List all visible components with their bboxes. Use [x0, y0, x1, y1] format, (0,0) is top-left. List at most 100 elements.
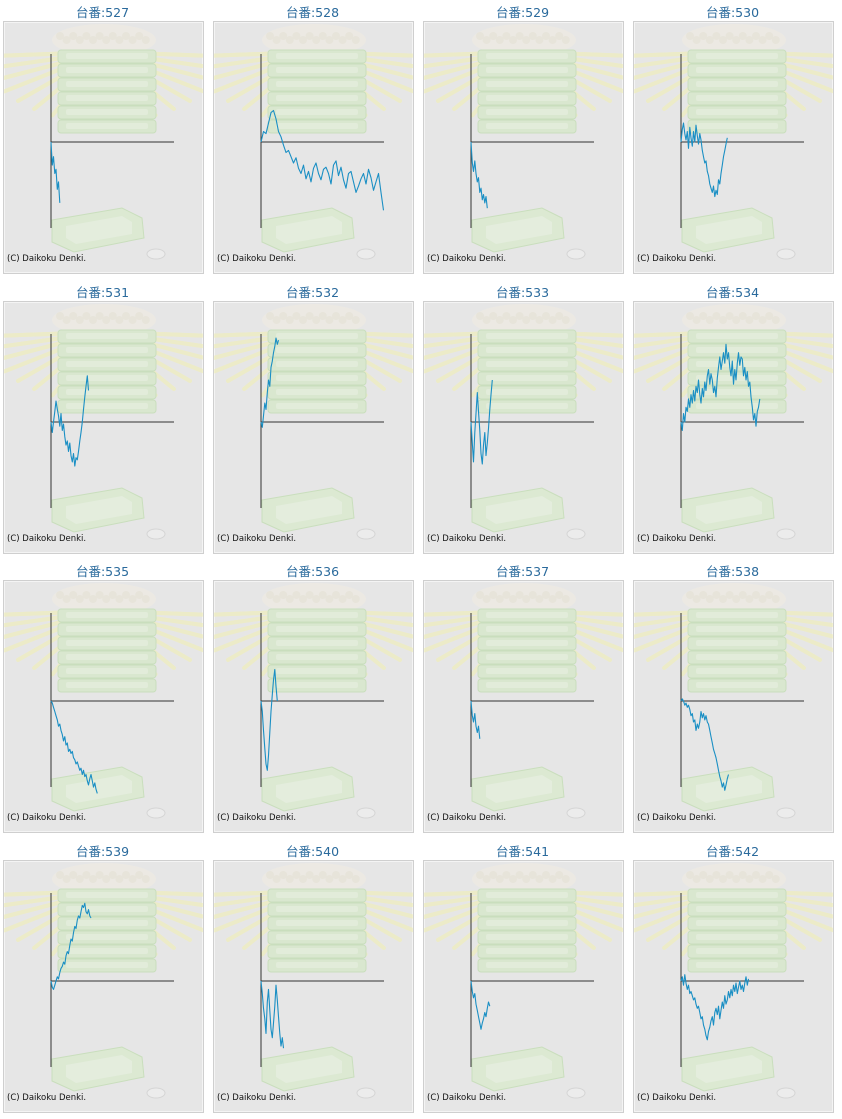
slump-graph — [680, 334, 804, 508]
chart-title[interactable]: 台番:530 — [705, 5, 760, 20]
chart-panel: (C) Daikoku Denki. — [213, 580, 414, 833]
slump-graph — [470, 893, 594, 1067]
background-illustration — [634, 583, 833, 819]
background-svg — [424, 24, 623, 260]
copyright-text: (C) Daikoku Denki. — [637, 254, 717, 264]
copyright-text: (C) Daikoku Denki. — [427, 813, 507, 823]
chart-cell: 台番:534 (C) Daikoku Denki. — [630, 280, 834, 559]
chart-panel: (C) Daikoku Denki. — [213, 860, 414, 1113]
copyright-text: (C) Daikoku Denki. — [427, 1093, 507, 1103]
copyright-text: (C) Daikoku Denki. — [7, 534, 87, 544]
chart-cell: 台番:533 (C) Daikoku Denki. — [420, 280, 624, 559]
background-illustration — [424, 304, 623, 540]
slump-line — [260, 109, 385, 211]
copyright-text: (C) Daikoku Denki. — [637, 813, 717, 823]
copyright-text: (C) Daikoku Denki. — [7, 1093, 87, 1103]
chart-cell: 台番:531 (C) Daikoku Denki. — [0, 280, 204, 559]
slump-graph — [260, 893, 384, 1067]
background-illustration — [214, 863, 413, 1099]
chart-title[interactable]: 台番:531 — [75, 285, 130, 300]
background-svg — [214, 304, 413, 540]
slump-line — [50, 141, 61, 203]
chart-title[interactable]: 台番:532 — [285, 285, 340, 300]
background-illustration — [4, 583, 203, 819]
chart-title[interactable]: 台番:537 — [495, 564, 550, 579]
slump-graph — [680, 54, 804, 228]
chart-title[interactable]: 台番:542 — [705, 844, 760, 859]
slump-graph — [50, 334, 174, 508]
chart-title[interactable]: 台番:536 — [285, 564, 340, 579]
background-svg — [214, 863, 413, 1099]
chart-panel: (C) Daikoku Denki. — [213, 21, 414, 274]
chart-cell: 台番:542 (C) Daikoku Denki. — [630, 839, 834, 1118]
chart-title[interactable]: 台番:533 — [495, 285, 550, 300]
slump-line — [260, 337, 280, 428]
background-illustration — [424, 863, 623, 1099]
chart-cell: 台番:532 (C) Daikoku Denki. — [210, 280, 414, 559]
background-illustration — [4, 24, 203, 260]
background-illustration — [214, 304, 413, 540]
background-illustration — [214, 24, 413, 260]
chart-cell: 台番:528 (C) Daikoku Denki. — [210, 0, 414, 279]
chart-cell: 台番:527 (C) Daikoku Denki. — [0, 0, 204, 279]
chart-title[interactable]: 台番:528 — [285, 5, 340, 20]
chart-title[interactable]: 台番:538 — [705, 564, 760, 579]
copyright-text: (C) Daikoku Denki. — [637, 534, 717, 544]
slump-line — [260, 668, 278, 771]
chart-panel: (C) Daikoku Denki. — [633, 860, 834, 1113]
background-illustration — [424, 24, 623, 260]
chart-panel: (C) Daikoku Denki. — [633, 21, 834, 274]
background-svg — [214, 583, 413, 819]
copyright-text: (C) Daikoku Denki. — [217, 1093, 297, 1103]
background-illustration — [634, 24, 833, 260]
background-illustration — [4, 863, 203, 1099]
chart-title[interactable]: 台番:539 — [75, 844, 130, 859]
copyright-text: (C) Daikoku Denki. — [217, 534, 297, 544]
background-svg — [424, 583, 623, 819]
background-svg — [424, 304, 623, 540]
chart-cell: 台番:537 (C) Daikoku Denki. — [420, 559, 624, 838]
slump-line — [260, 980, 285, 1049]
background-svg — [214, 24, 413, 260]
slump-line — [680, 343, 761, 431]
slump-line — [470, 700, 481, 739]
chart-title[interactable]: 台番:529 — [495, 5, 550, 20]
chart-panel: (C) Daikoku Denki. — [423, 580, 624, 833]
slump-graph — [50, 893, 174, 1067]
slump-line — [50, 700, 98, 794]
chart-panel: (C) Daikoku Denki. — [3, 860, 204, 1113]
background-illustration — [214, 583, 413, 819]
chart-title[interactable]: 台番:540 — [285, 844, 340, 859]
slump-graph — [260, 54, 385, 228]
chart-title[interactable]: 台番:541 — [495, 844, 550, 859]
chart-title[interactable]: 台番:534 — [705, 285, 760, 300]
copyright-text: (C) Daikoku Denki. — [427, 534, 507, 544]
copyright-text: (C) Daikoku Denki. — [217, 813, 297, 823]
copyright-text: (C) Daikoku Denki. — [7, 254, 87, 264]
background-illustration — [634, 304, 833, 540]
copyright-text: (C) Daikoku Denki. — [7, 813, 87, 823]
chart-title[interactable]: 台番:535 — [75, 564, 130, 579]
slump-line — [680, 974, 750, 1041]
chart-cell: 台番:535 (C) Daikoku Denki. — [0, 559, 204, 838]
chart-cell: 台番:540 (C) Daikoku Denki. — [210, 839, 414, 1118]
slump-line — [50, 375, 90, 467]
copyright-text: (C) Daikoku Denki. — [637, 1093, 717, 1103]
slump-graph — [680, 613, 804, 791]
background-svg — [634, 583, 833, 819]
slump-graph — [50, 54, 174, 228]
background-svg — [424, 863, 623, 1099]
copyright-text: (C) Daikoku Denki. — [217, 254, 297, 264]
chart-cell: 台番:538 (C) Daikoku Denki. — [630, 559, 834, 838]
chart-panel: (C) Daikoku Denki. — [423, 860, 624, 1113]
slump-graph — [470, 334, 594, 508]
chart-panel: (C) Daikoku Denki. — [3, 21, 204, 274]
background-svg — [634, 24, 833, 260]
chart-panel: (C) Daikoku Denki. — [423, 301, 624, 554]
chart-title[interactable]: 台番:527 — [75, 5, 130, 20]
slump-line — [470, 980, 491, 1030]
chart-panel: (C) Daikoku Denki. — [213, 301, 414, 554]
chart-panel: (C) Daikoku Denki. — [423, 21, 624, 274]
background-svg — [4, 24, 203, 260]
background-illustration — [424, 583, 623, 819]
